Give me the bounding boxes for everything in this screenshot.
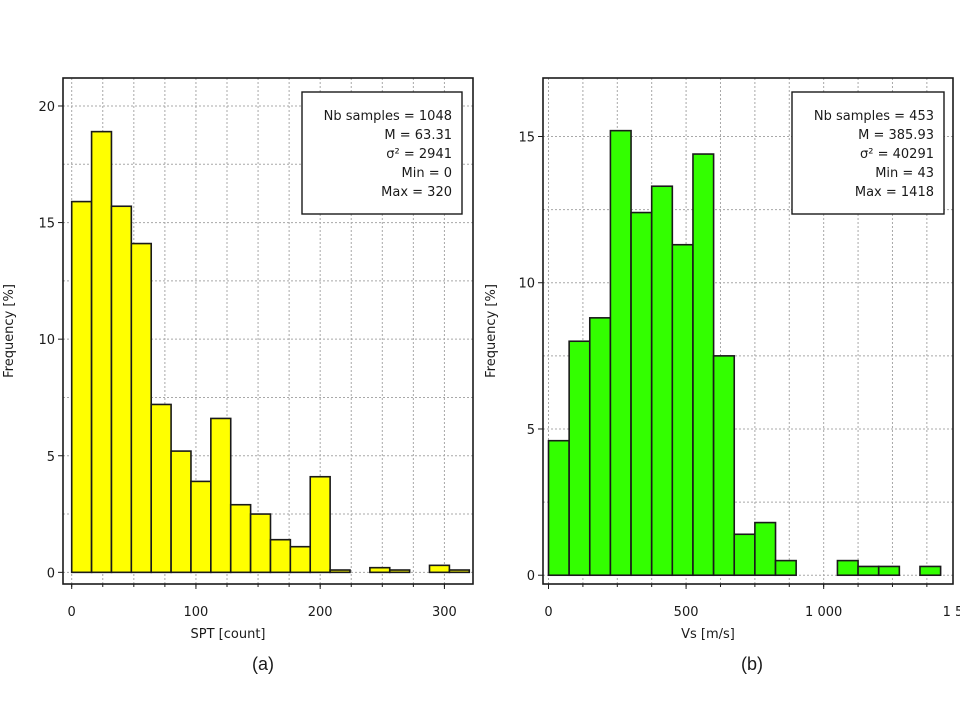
y-tick-label: 5 (47, 450, 55, 465)
histogram-bar (70, 200, 93, 574)
histogram-bar (289, 545, 312, 574)
histogram-bar (448, 569, 471, 574)
x-tick-label: 0 (68, 605, 76, 620)
histogram-bar (568, 340, 591, 577)
stats-legend-line: M = 63.31 (384, 128, 452, 143)
histogram-bar (857, 565, 880, 577)
x-tick-label: 0 (544, 605, 552, 620)
y-tick-label: 5 (527, 423, 535, 438)
histogram-bar (609, 129, 632, 577)
stats-legend-line: Min = 0 (402, 166, 453, 181)
stats-legend-box (301, 91, 463, 215)
histogram-bar (836, 559, 859, 577)
stats-legend-line: σ² = 40291 (860, 147, 934, 162)
histogram-bar (388, 569, 411, 574)
axes-frame (542, 77, 954, 585)
histogram-bar (369, 566, 391, 574)
stats-legend-line: Nb samples = 453 (814, 109, 934, 124)
stats-legend-line: Nb samples = 1048 (324, 109, 452, 124)
histogram-bar (309, 475, 331, 574)
y-axis: 0 5 10 15 (518, 130, 543, 584)
histogram-bar (754, 521, 777, 577)
stats-legend-line: σ² = 2941 (386, 147, 452, 162)
x-axis: 0 100 200 300 (68, 584, 457, 620)
histogram-bar (547, 439, 570, 577)
histogram-bar (150, 403, 172, 574)
histogram-bar (190, 480, 212, 574)
y-tick-label: 0 (47, 566, 55, 581)
panel-caption: (b) (741, 654, 763, 674)
histogram-bar (692, 153, 715, 577)
stats-legend-line: M = 385.93 (858, 128, 934, 143)
histogram-bar (919, 565, 942, 577)
x-tick-label: 300 (432, 605, 457, 620)
y-axis-label: Frequency [%] (2, 284, 17, 378)
histogram-bar (774, 559, 797, 577)
panel-caption: (a) (252, 654, 274, 674)
bars (70, 130, 471, 574)
stats-legend-box (791, 91, 945, 215)
panel-a-spt-histogram: 0 100 200 300 0 5 10 15 20 SPT [count] Frequency [… (2, 77, 474, 674)
x-axis-label: SPT [count] (191, 627, 266, 642)
x-tick-label: 200 (308, 605, 333, 620)
histogram-bar (329, 569, 351, 574)
histogram-bar (588, 317, 612, 577)
y-tick-label: 15 (38, 217, 55, 232)
y-tick-label: 0 (527, 569, 535, 584)
axes-frame (62, 77, 474, 585)
stats-legend: Nb samples = 1048 M = 63.31 σ² = 2941 Min =… (301, 91, 463, 215)
histogram-bar (733, 533, 756, 577)
stats-legend-line: Min = 43 (875, 166, 934, 181)
stats-legend-line: Max = 1418 (855, 185, 934, 200)
y-tick-label: 10 (38, 333, 55, 348)
histogram-bar (671, 243, 694, 577)
histogram-bar (630, 211, 653, 577)
histogram-bar (428, 564, 451, 574)
histogram-bar (249, 513, 272, 574)
histogram-bar (170, 450, 192, 574)
y-axis-label: Frequency [%] (484, 284, 499, 378)
y-tick-label: 15 (518, 130, 535, 145)
histogram-bar (650, 185, 674, 577)
histogram-bar (90, 130, 113, 574)
x-tick-label: 1 500 (943, 605, 960, 620)
x-tick-label: 500 (674, 605, 699, 620)
histogram-bar (130, 242, 153, 574)
bars (547, 129, 942, 577)
panel-b-vs-histogram: 0 500 1 000 1 500 0 5 10 15 Vs [m/s] Frequency [%… (484, 77, 960, 674)
x-tick-label: 100 (184, 605, 209, 620)
histogram-bar (877, 565, 901, 577)
x-axis: 0 500 1 000 1 500 (544, 584, 960, 620)
histogram-bar (229, 503, 252, 574)
y-axis: 0 5 10 15 20 (38, 100, 63, 581)
histogram-bar (210, 417, 232, 574)
stats-legend-line: Max = 320 (381, 185, 452, 200)
histogram-bar (110, 205, 133, 574)
x-axis-label: Vs [m/s] (681, 627, 735, 642)
stats-legend: Nb samples = 453 M = 385.93 σ² = 40291 Min … (791, 91, 945, 215)
y-tick-label: 20 (38, 100, 55, 115)
x-tick-label: 1 000 (805, 605, 842, 620)
histogram-bar (712, 355, 736, 577)
histogram-bar (269, 538, 292, 574)
y-tick-label: 10 (518, 277, 535, 292)
